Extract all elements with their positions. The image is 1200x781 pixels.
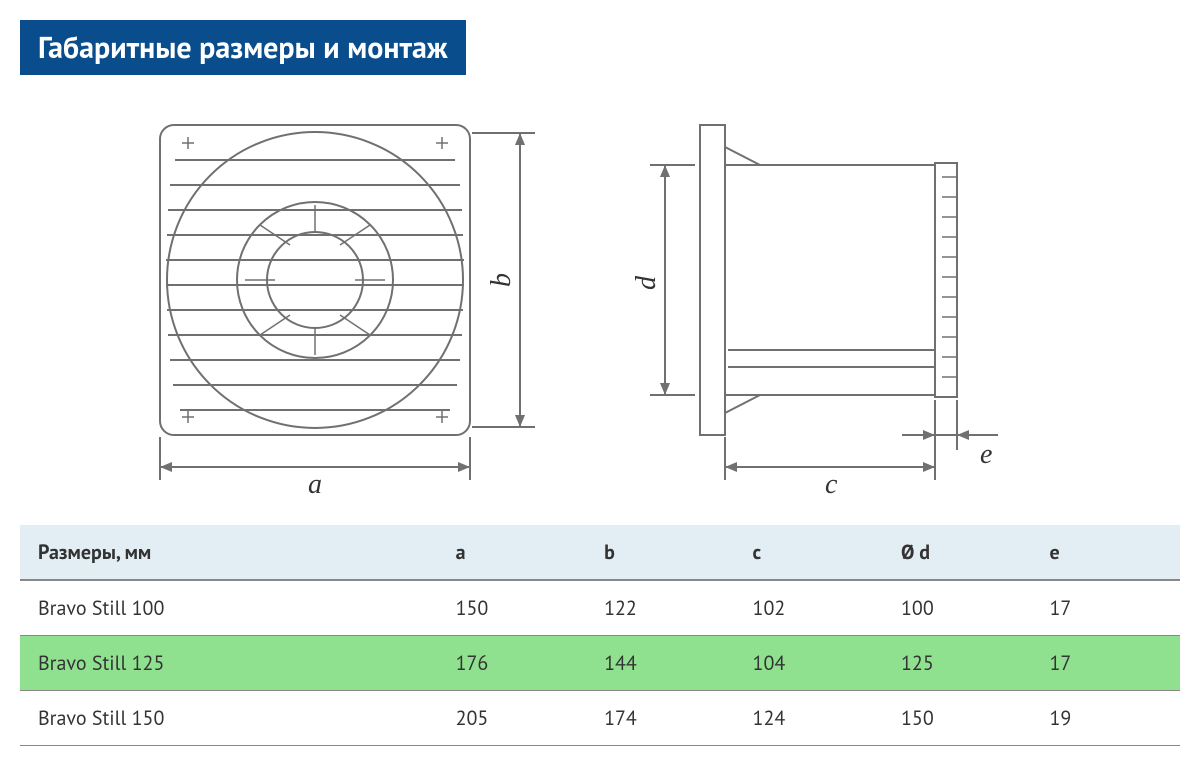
col-header: b: [586, 525, 734, 580]
table-cell: 125: [883, 636, 1031, 691]
table-cell: Bravo Still 125: [20, 636, 438, 691]
table-cell: 17: [1031, 636, 1180, 691]
section-title: Габаритные размеры и монтаж: [20, 20, 466, 75]
col-header: a: [438, 525, 586, 580]
table-cell: Bravo Still 100: [20, 580, 438, 636]
table-cell: 150: [883, 691, 1031, 746]
col-header: Размеры, мм: [20, 525, 438, 580]
dim-label-b: b: [486, 273, 517, 287]
table-cell: 102: [735, 580, 883, 636]
table-cell: 104: [735, 636, 883, 691]
table-cell: 124: [735, 691, 883, 746]
dimensions-table: Размеры, мм a b c Ø d e Bravo Still 1001…: [20, 525, 1180, 746]
table-cell: 19: [1031, 691, 1180, 746]
table-header-row: Размеры, мм a b c Ø d e: [20, 525, 1180, 580]
col-header: Ø d: [883, 525, 1031, 580]
dim-label-c: c: [825, 469, 838, 495]
dim-label-e: e: [980, 439, 992, 470]
front-view-diagram: a b: [140, 105, 560, 495]
table-row: Bravo Still 15020517412415019: [20, 691, 1180, 746]
col-header: c: [735, 525, 883, 580]
side-view-diagram: d c e: [620, 105, 1060, 495]
dim-label-a: a: [308, 469, 322, 495]
dim-label-d: d: [631, 275, 662, 290]
table-cell: 17: [1031, 580, 1180, 636]
table-row: Bravo Still 12517614410412517: [20, 636, 1180, 691]
diagram-area: a b: [20, 95, 1180, 515]
table-cell: 100: [883, 580, 1031, 636]
table-cell: 174: [586, 691, 734, 746]
table-cell: 122: [586, 580, 734, 636]
table-cell: 205: [438, 691, 586, 746]
table-cell: Bravo Still 150: [20, 691, 438, 746]
table-cell: 176: [438, 636, 586, 691]
table-cell: 150: [438, 580, 586, 636]
table-cell: 144: [586, 636, 734, 691]
col-header: e: [1031, 525, 1180, 580]
table-row: Bravo Still 10015012210210017: [20, 580, 1180, 636]
